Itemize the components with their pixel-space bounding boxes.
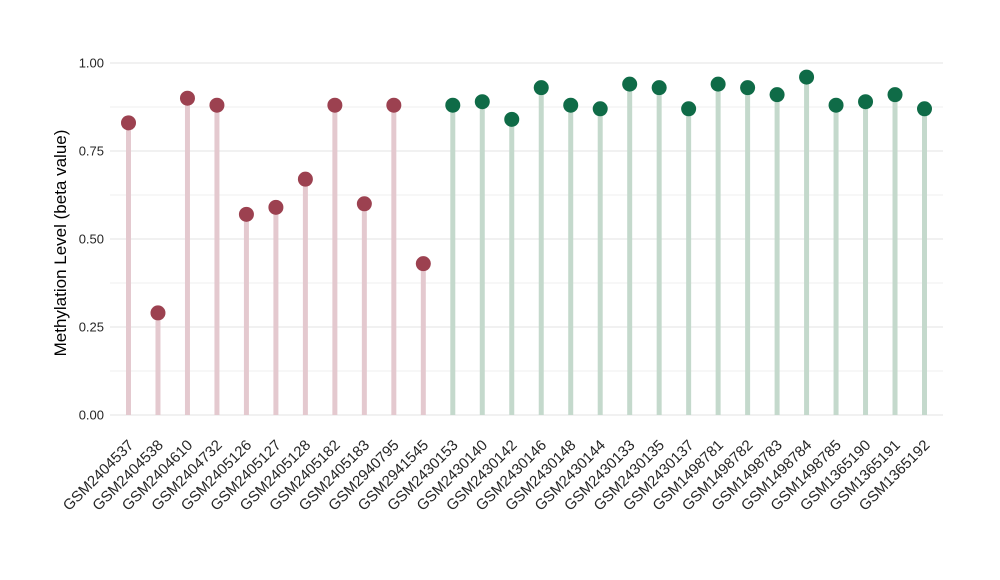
lollipop-marker (917, 101, 932, 117)
lollipop-marker (445, 97, 461, 113)
lollipop-marker (622, 76, 638, 92)
lollipop-marker (563, 97, 579, 113)
lollipop-marker (799, 69, 815, 85)
lollipop-marker (887, 87, 903, 103)
lollipop-marker (592, 101, 608, 117)
lollipop-marker (297, 171, 313, 187)
lollipop-marker (179, 90, 195, 106)
y-axis-title: Methylation Level (beta value) (51, 130, 70, 357)
lollipop-marker (710, 76, 726, 92)
lollipop-marker (858, 94, 874, 110)
lollipop-marker (238, 206, 254, 222)
lollipop-marker (356, 196, 372, 212)
y-tick-label: 1.00 (79, 56, 104, 71)
lollipop-marker (651, 80, 667, 96)
lollipop-marker (209, 97, 225, 113)
lollipop-marker (121, 115, 136, 131)
lollipop-marker (828, 97, 844, 113)
lollipop-marker (681, 101, 697, 117)
lollipop-marker (268, 199, 284, 215)
lollipop-marker (386, 97, 402, 113)
lollipop-marker (415, 256, 431, 272)
lollipop-marker (769, 87, 785, 103)
lollipop-marker (327, 97, 343, 113)
lollipop-marker (533, 80, 549, 96)
y-tick-label: 0.25 (79, 320, 104, 335)
y-tick-label: 0.75 (79, 144, 104, 159)
y-tick-label: 0.00 (79, 408, 104, 423)
lollipop-marker (740, 80, 756, 96)
lollipop-marker (504, 111, 520, 127)
lollipop-marker (150, 305, 166, 321)
lollipop-marker (474, 94, 490, 110)
y-tick-label: 0.50 (79, 232, 104, 247)
